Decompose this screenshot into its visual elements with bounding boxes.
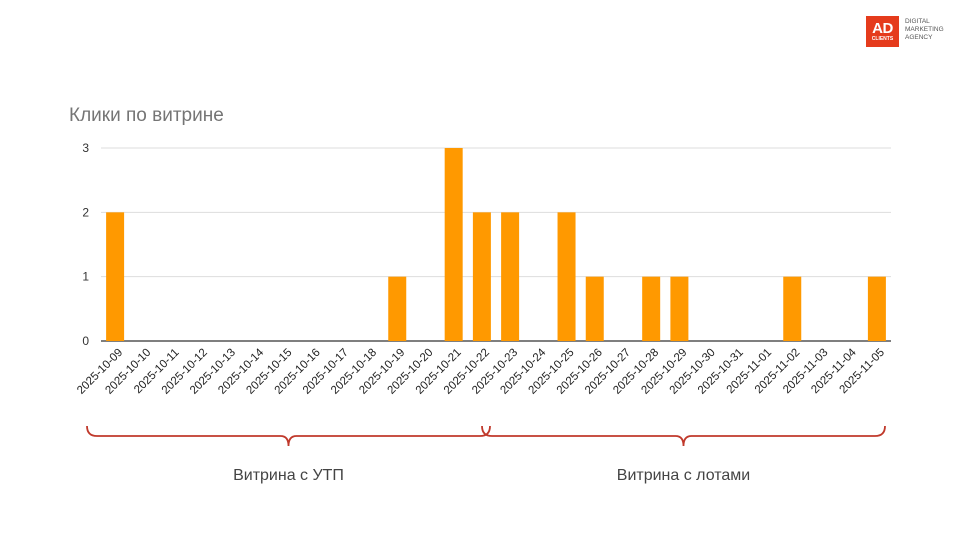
logo-tagline: DIGITAL MARKETING AGENCY: [905, 18, 944, 42]
bar: [472, 212, 491, 341]
logo-mark: AD CLIENTS: [866, 16, 899, 47]
y-tick-label: 2: [82, 205, 89, 219]
group-bracket: [481, 425, 886, 447]
agency-logo: AD CLIENTS DIGITAL MARKETING AGENCY: [866, 16, 944, 47]
y-tick-label: 1: [82, 270, 89, 284]
bar: [388, 276, 407, 341]
bar: [501, 212, 520, 341]
group-label-utp: Витрина с УТП: [233, 467, 344, 484]
bar: [783, 276, 802, 341]
group-label-lots: Витрина с лотами: [616, 467, 751, 484]
bar: [670, 276, 689, 341]
bar: [106, 212, 125, 341]
y-tick-label: 0: [82, 334, 89, 348]
bar: [557, 212, 576, 341]
bar: [642, 276, 661, 341]
y-tick-label: 3: [82, 141, 89, 155]
logo-tagline-line: DIGITAL: [905, 18, 930, 25]
bar: [867, 276, 886, 341]
logo-tagline-line: MARKETING: [905, 26, 944, 33]
logo-tagline-line: AGENCY: [905, 34, 933, 41]
logo-mark-text: AD: [872, 19, 893, 37]
logo-mark-subtext: CLIENTS: [871, 35, 894, 42]
group-bracket: [86, 425, 491, 447]
bar: [444, 148, 463, 341]
bar: [585, 276, 604, 341]
chart-title: Клики по витрине: [69, 105, 224, 126]
